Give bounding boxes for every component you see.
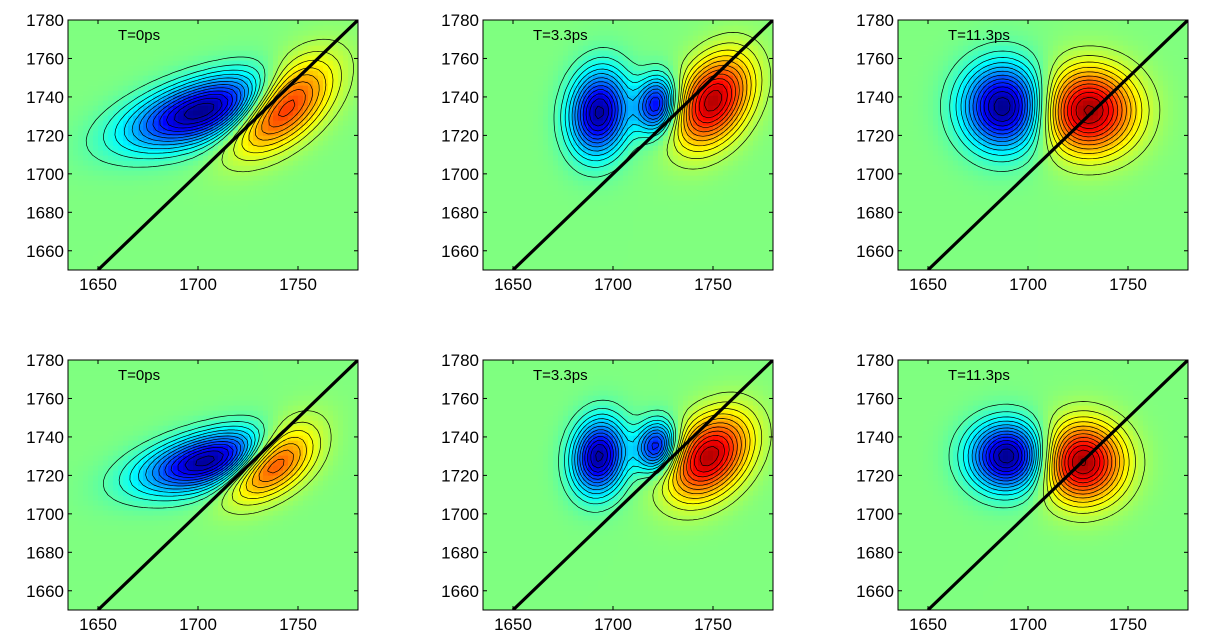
y-tick-label: 1780 bbox=[26, 11, 64, 30]
x-tick-label: 1750 bbox=[694, 615, 732, 634]
y-tick-label: 1760 bbox=[856, 49, 894, 68]
x-tick-label: 1750 bbox=[1109, 615, 1147, 634]
contour-lines bbox=[102, 410, 332, 515]
diagonal-line bbox=[511, 20, 773, 270]
panel-3: 1650 1700 1750 1660 1680 1700 1720 1740 1760 1780… bbox=[856, 11, 1189, 294]
y-tick-label: 1760 bbox=[441, 389, 479, 408]
y-tick-label: 1660 bbox=[856, 242, 894, 261]
x-tick-label: 1750 bbox=[279, 275, 317, 294]
y-tick-label: 1720 bbox=[856, 466, 894, 485]
panel-5: 1650 1700 1750 1660 1680 1700 1720 1740 1760 1780… bbox=[441, 351, 774, 634]
y-tick-label: 1700 bbox=[441, 505, 479, 524]
panel-6: 1650 1700 1750 1660 1680 1700 1720 1740 1760 1780… bbox=[856, 351, 1189, 634]
y-tick-label: 1760 bbox=[856, 389, 894, 408]
y-tick-label: 1760 bbox=[441, 49, 479, 68]
y-tick-label: 1680 bbox=[26, 203, 64, 222]
panel-4: 1650 1700 1750 1660 1680 1700 1720 1740 1760 1780… bbox=[26, 351, 359, 634]
y-tick-label: 1740 bbox=[441, 88, 479, 107]
y-tick-label: 1660 bbox=[856, 582, 894, 601]
heatmap bbox=[68, 20, 358, 270]
y-tick-label: 1700 bbox=[26, 505, 64, 524]
panel-title: T=0ps bbox=[118, 367, 160, 384]
heatmap bbox=[483, 20, 773, 270]
panel-title: T=11.3ps bbox=[948, 27, 1010, 44]
y-tick-label: 1660 bbox=[26, 582, 64, 601]
y-tick-label: 1720 bbox=[26, 466, 64, 485]
y-tick-label: 1740 bbox=[26, 428, 64, 447]
y-tick-label: 1780 bbox=[441, 351, 479, 370]
y-tick-label: 1740 bbox=[856, 88, 894, 107]
y-tick-label: 1780 bbox=[26, 351, 64, 370]
y-tick-label: 1680 bbox=[441, 543, 479, 562]
panel-2: 1650 1700 1750 1660 1680 1700 1720 1740 1760 1780… bbox=[441, 11, 774, 294]
y-tick-label: 1720 bbox=[26, 126, 64, 145]
plot-frame bbox=[897, 19, 1189, 271]
heatmap bbox=[898, 360, 1188, 610]
x-tick-label: 1650 bbox=[909, 615, 947, 634]
y-tick-label: 1680 bbox=[856, 543, 894, 562]
contour-lines bbox=[940, 40, 1161, 176]
y-tick-label: 1720 bbox=[856, 126, 894, 145]
x-tick-label: 1650 bbox=[909, 275, 947, 294]
x-tick-label: 1700 bbox=[594, 615, 632, 634]
y-tick-label: 1780 bbox=[856, 351, 894, 370]
plot-frame bbox=[482, 359, 774, 611]
x-tick-label: 1750 bbox=[279, 615, 317, 634]
diagonal-line bbox=[926, 20, 1188, 270]
diagonal-line bbox=[96, 360, 358, 610]
y-tick-label: 1700 bbox=[26, 165, 64, 184]
y-tick-label: 1760 bbox=[26, 49, 64, 68]
y-tick-label: 1700 bbox=[441, 165, 479, 184]
diagonal-line bbox=[96, 20, 358, 270]
x-tick-label: 1700 bbox=[1009, 615, 1047, 634]
y-tick-label: 1740 bbox=[26, 88, 64, 107]
heatmap bbox=[68, 360, 358, 610]
y-tick-label: 1740 bbox=[856, 428, 894, 447]
y-tick-label: 1780 bbox=[441, 11, 479, 30]
contour-lines bbox=[948, 401, 1146, 523]
x-tick-label: 1650 bbox=[494, 615, 532, 634]
x-tick-label: 1650 bbox=[494, 275, 532, 294]
y-tick-label: 1680 bbox=[441, 203, 479, 222]
heatmap bbox=[483, 360, 773, 610]
plot-frame bbox=[67, 359, 359, 611]
y-tick-label: 1700 bbox=[856, 505, 894, 524]
contour-lines bbox=[558, 391, 772, 521]
panel-title: T=3.3ps bbox=[533, 27, 588, 44]
x-tick-label: 1700 bbox=[594, 275, 632, 294]
y-tick-label: 1660 bbox=[26, 242, 64, 261]
plot-frame bbox=[67, 19, 359, 271]
y-tick-label: 1780 bbox=[856, 11, 894, 30]
panel-title: T=0ps bbox=[118, 27, 160, 44]
y-tick-label: 1660 bbox=[441, 582, 479, 601]
contour-lines bbox=[85, 38, 354, 173]
y-tick-label: 1720 bbox=[441, 466, 479, 485]
plot-frame bbox=[482, 19, 774, 271]
y-tick-label: 1760 bbox=[26, 389, 64, 408]
x-tick-label: 1750 bbox=[1109, 275, 1147, 294]
heatmap bbox=[898, 20, 1188, 270]
y-tick-label: 1740 bbox=[441, 428, 479, 447]
x-tick-label: 1650 bbox=[79, 615, 117, 634]
x-tick-label: 1700 bbox=[179, 615, 217, 634]
x-tick-label: 1650 bbox=[79, 275, 117, 294]
diagonal-line bbox=[926, 360, 1188, 610]
y-tick-label: 1680 bbox=[26, 543, 64, 562]
diagonal-line bbox=[511, 360, 773, 610]
panel-1: 1650 1700 1750 1660 1680 1700 1720 1740 1760 1780… bbox=[26, 11, 359, 294]
x-tick-label: 1750 bbox=[694, 275, 732, 294]
y-tick-label: 1700 bbox=[856, 165, 894, 184]
y-tick-label: 1680 bbox=[856, 203, 894, 222]
plot-frame bbox=[897, 359, 1189, 611]
x-tick-label: 1700 bbox=[179, 275, 217, 294]
panel-title: T=11.3ps bbox=[948, 367, 1010, 384]
y-tick-label: 1660 bbox=[441, 242, 479, 261]
x-tick-label: 1700 bbox=[1009, 275, 1047, 294]
y-tick-label: 1720 bbox=[441, 126, 479, 145]
panel-title: T=3.3ps bbox=[533, 367, 588, 384]
